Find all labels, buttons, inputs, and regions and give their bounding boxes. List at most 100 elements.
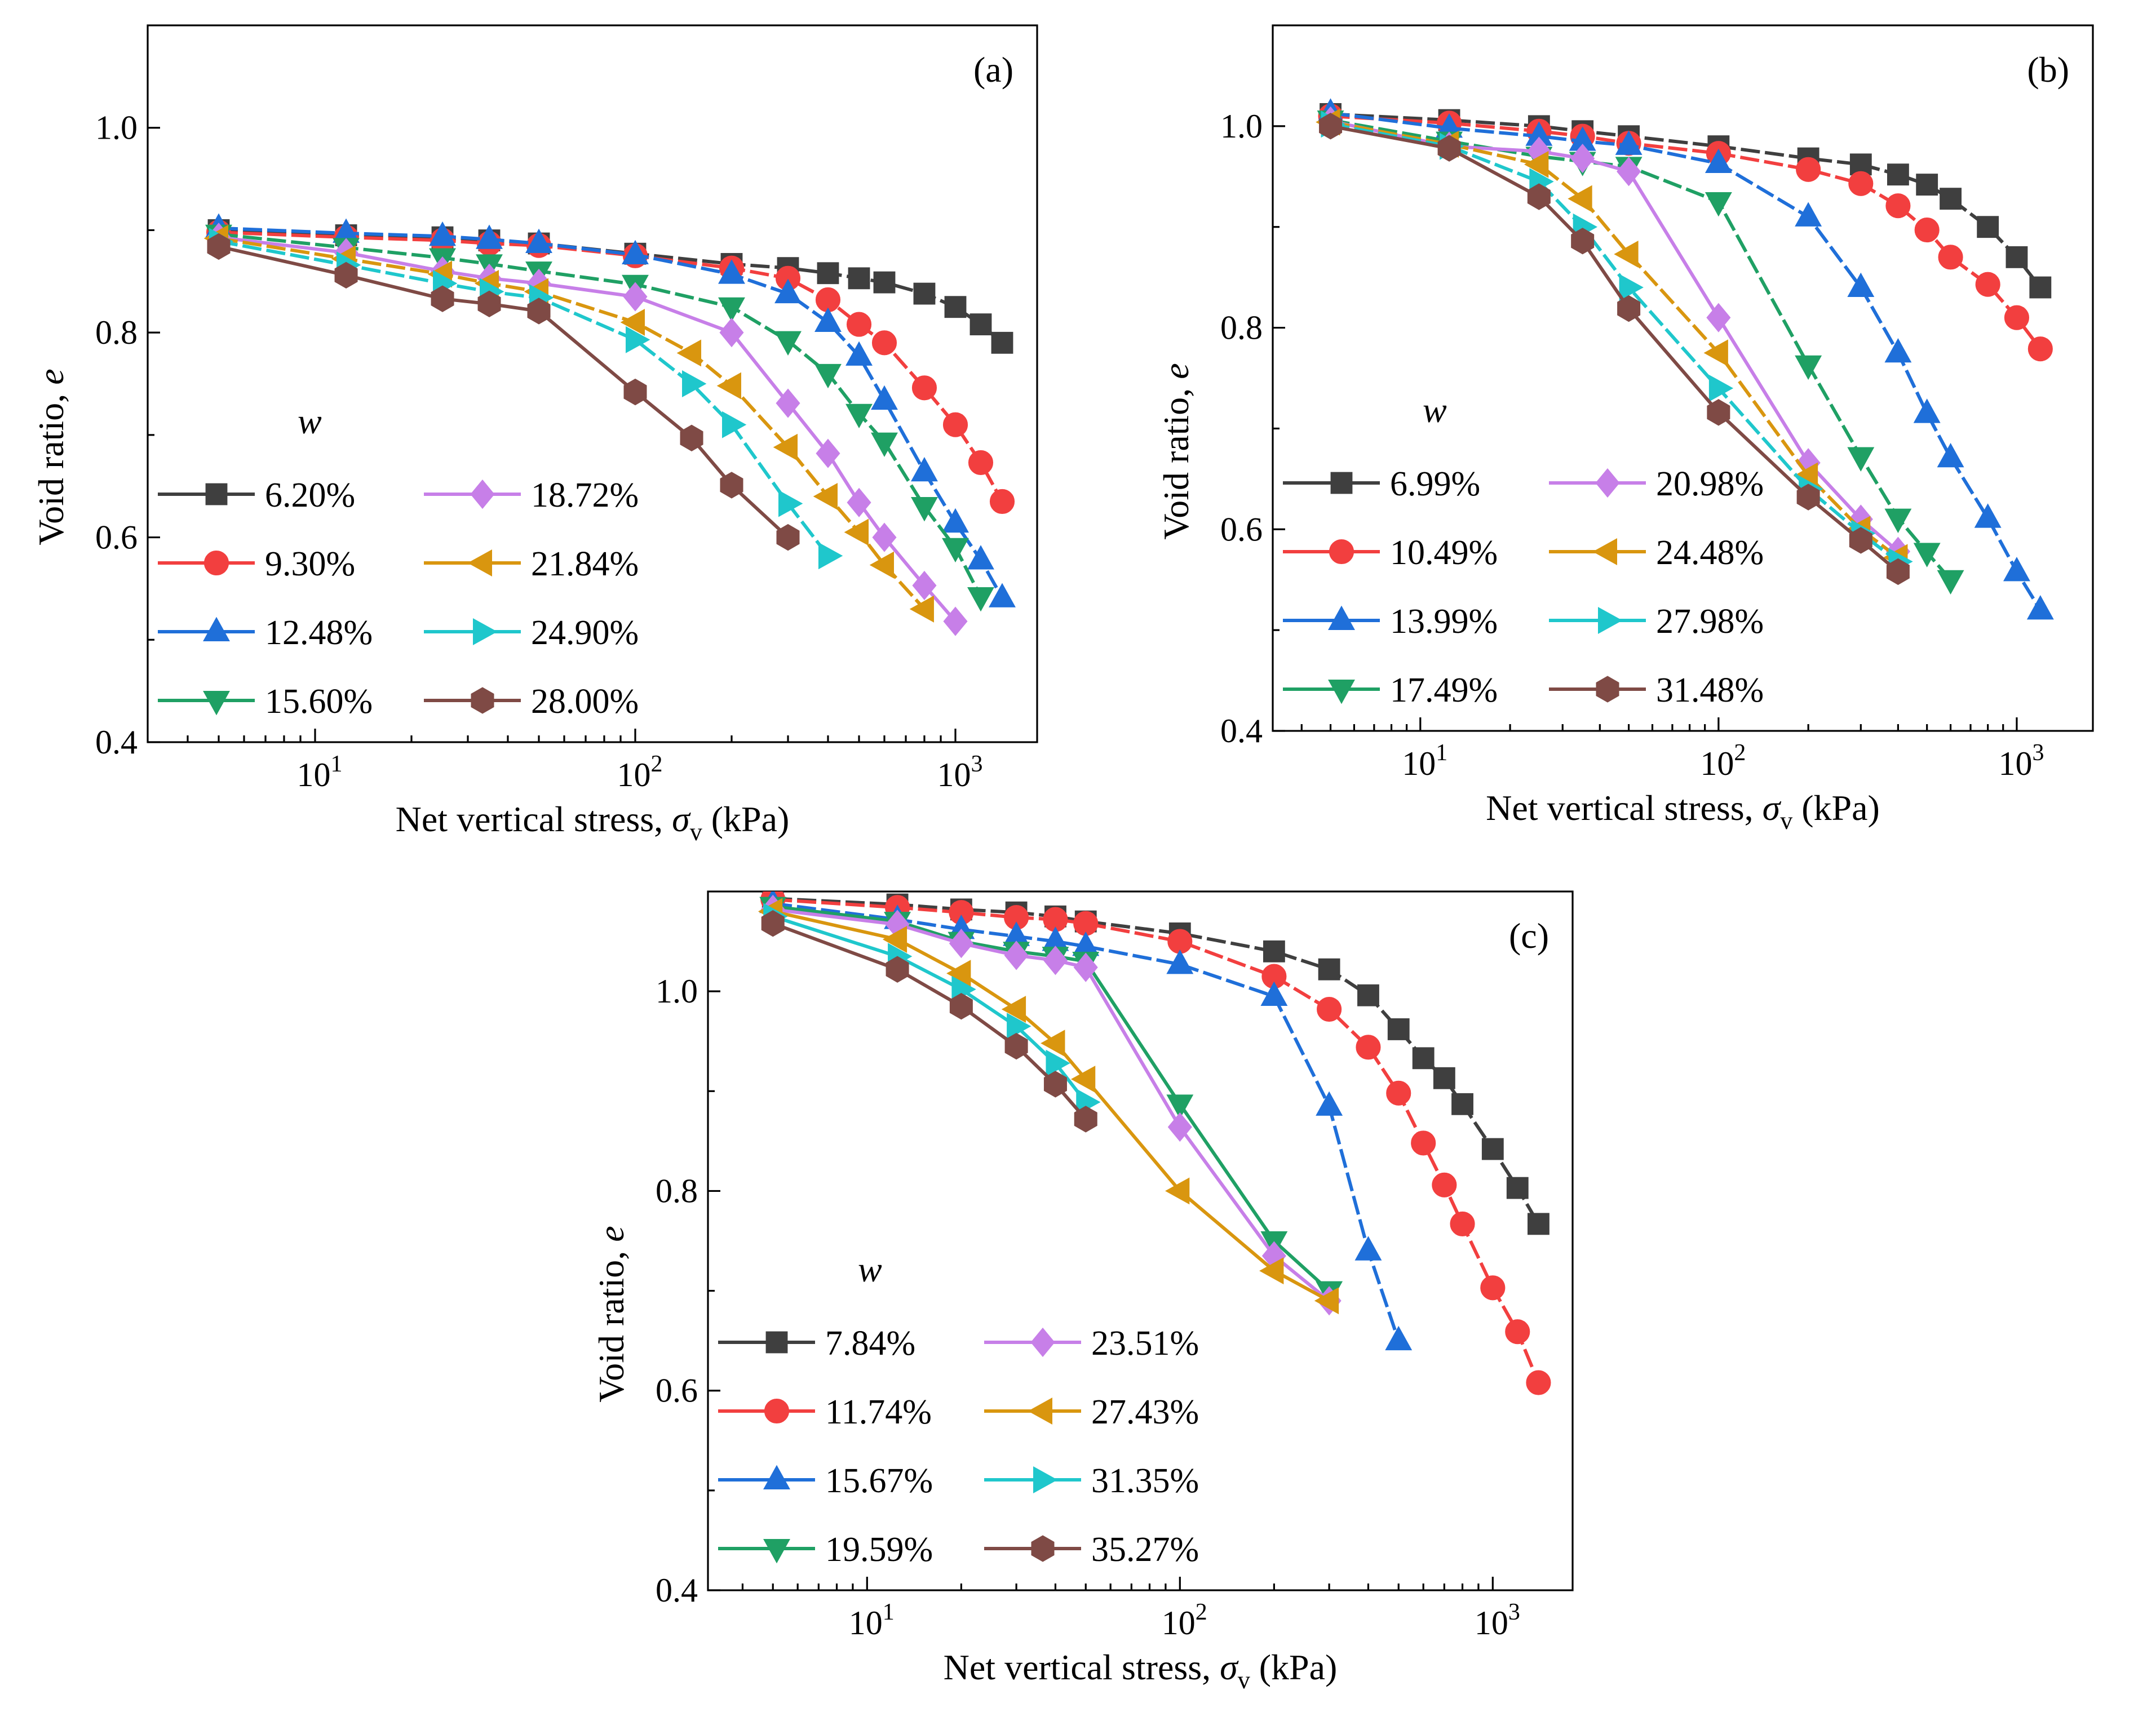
series-line [1330,111,2042,611]
x-axis-label-text: Net vertical stress, [944,1647,1220,1687]
plot-area [203,213,1016,636]
data-point-square [873,271,896,294]
x-tick-exponent: 1 [1436,740,1447,766]
series-28.00% [207,233,800,551]
data-point-hexagon [1617,295,1641,322]
x-tick-base: 10 [1998,745,2032,782]
data-point-hexagon [334,261,358,289]
data-point-triangle-up [989,583,1016,607]
x-axis-label-subscript: v [1780,807,1792,835]
data-point-diamond [872,522,897,552]
y-tick-label: 0.8 [656,1172,698,1209]
x-tick-base: 10 [1402,745,1436,782]
data-point-square [1916,174,1938,196]
data-point-diamond [943,606,968,636]
data-point-diamond [1073,952,1098,982]
data-point-square [848,267,870,290]
x-tick-exponent: 2 [1196,1599,1207,1625]
data-point-triangle-up [203,616,230,641]
data-point-circle [1356,1035,1381,1060]
legend-entry: 12.48% [158,614,373,652]
data-point-triangle-down [871,432,898,457]
legend-label: 6.20% [265,476,355,514]
data-point-triangle-right [1598,607,1623,634]
data-point-triangle-right [473,618,498,645]
data-point-triangle-down [814,363,842,389]
data-point-triangle-left [773,433,798,461]
y-axis: 0.4 0.6 0.8 1.0 [1220,108,1285,749]
legend-entry: 31.35% [984,1462,1199,1500]
data-point-triangle-down [774,331,802,356]
data-point-square [2006,246,2028,268]
data-point-triangle-right [1007,1013,1031,1040]
legend: w 6.99% 10.49% 13.99% 17.49% 20.98% 24.48% 27.9… [1283,390,1764,709]
data-point-triangle-down [967,587,994,612]
data-point-triangle-right [626,326,650,353]
data-point-triangle-up [1937,442,1964,468]
data-point-square [1528,1213,1550,1235]
series-line [218,232,982,598]
data-point-triangle-up [1316,1091,1343,1116]
legend-label: 19.59% [825,1531,933,1569]
legend-label: 15.60% [265,682,373,721]
data-point-triangle-left [716,372,741,400]
plot-frame [1272,24,2094,732]
legend-entry: 15.67% [718,1462,933,1500]
data-point-circle [1885,193,1911,219]
data-point-hexagon [1437,135,1461,162]
data-point-hexagon [680,424,703,451]
data-point-circle [1938,245,1963,270]
data-point-square [1318,958,1340,981]
data-point-square [2029,276,2052,299]
legend-entry: 18.72% [424,476,639,514]
data-point-diamond [1043,946,1068,975]
data-point-hexagon [1596,676,1619,703]
y-axis-label-text: Void ratio, [31,385,71,545]
data-point-triangle-down [1847,447,1875,472]
data-point-hexagon [886,956,909,983]
x-axis-label-unit: (kPa) [702,799,790,839]
data-point-triangle-up [1884,338,1912,363]
data-point-circle [1450,1211,1475,1236]
data-point-circle [1796,157,1821,182]
data-point-triangle-up [814,307,842,332]
data-point-triangle-down [1795,355,1822,380]
data-point-triangle-up [871,385,898,410]
data-point-triangle-right [818,542,843,570]
data-point-hexagon [1707,399,1730,426]
legend-entry: 17.49% [1283,671,1498,709]
legend-entry: 11.74% [718,1393,932,1431]
data-point-triangle-left [813,482,838,510]
legend-label: 24.90% [531,614,639,652]
data-point-triangle-left [909,595,934,623]
data-point-hexagon [776,524,800,551]
x-tick-label: 101 [1402,740,1447,782]
y-tick-label: 0.4 [95,724,138,761]
legend-entry: 28.00% [424,682,639,721]
x-tick-base: 10 [849,1604,883,1642]
data-point-circle [871,330,897,356]
y-axis: 0.4 0.6 0.8 1.0 [95,109,160,761]
data-point-circle [911,375,937,401]
y-axis-label: Void ratio, e [591,1226,631,1402]
data-point-hexagon [761,910,785,937]
data-point-triangle-down [763,1539,790,1564]
x-tick-base: 10 [296,756,330,793]
x-axis: 101 102 103 [187,729,983,793]
x-tick-label: 102 [1700,740,1746,782]
data-point-triangle-left [1314,1287,1339,1315]
data-point-triangle-left [620,309,645,336]
data-point-hexagon [1319,113,1343,140]
y-axis-label-text: Void ratio, [1156,379,1196,540]
data-point-circle [203,550,229,576]
legend-entry: 35.27% [984,1531,1199,1569]
series-27.98% [1321,110,1913,575]
legend-label: 21.84% [531,545,639,583]
x-axis-label-unit: (kPa) [1250,1647,1338,1687]
data-point-diamond [1617,157,1641,187]
data-point-triangle-up [1260,981,1288,1006]
legend-entry: 9.30% [158,545,355,583]
legend-label: 31.35% [1091,1462,1199,1500]
data-point-hexagon [527,298,551,325]
data-point-diamond [470,479,495,509]
